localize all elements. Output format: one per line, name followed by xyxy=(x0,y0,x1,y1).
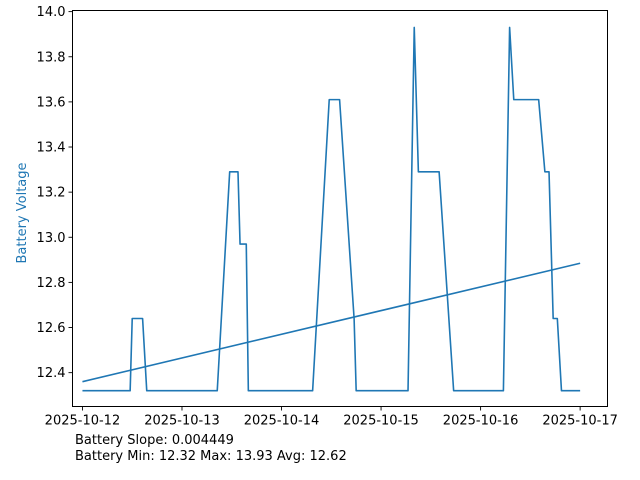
x-axis: 2025-10-12 2025-10-13 2025-10-14 2025-10-15… xyxy=(45,406,618,429)
battery-voltage-line xyxy=(82,26,581,392)
y-axis-label: Battery Voltage xyxy=(15,162,30,263)
plot-area-frame xyxy=(72,10,608,407)
y-tick-label: 12.4 xyxy=(37,366,66,381)
battery-minmax-text: Battery Min: 12.32 Max: 13.93 Avg: 12.62 xyxy=(75,449,347,464)
x-tick-label: 2025-10-17 xyxy=(542,414,618,429)
y-axis: 12.4 12.6 12.8 13.0 13.2 13.4 13.6 13.8 14.0 xyxy=(37,5,73,381)
y-tick-label: 13.4 xyxy=(37,141,66,156)
x-tick-label: 2025-10-13 xyxy=(144,414,220,429)
y-tick-label: 12.8 xyxy=(37,276,66,291)
x-tick-label: 2025-10-14 xyxy=(244,414,320,429)
x-tick-label: 2025-10-15 xyxy=(343,414,419,429)
y-tick-label: 14.0 xyxy=(37,5,66,20)
y-tick-label: 13.0 xyxy=(37,231,66,246)
x-tick-label: 2025-10-16 xyxy=(443,414,519,429)
y-tick-label: 13.2 xyxy=(37,186,66,201)
x-tick-label: 2025-10-12 xyxy=(45,414,121,429)
plot-lines xyxy=(82,26,581,392)
y-tick-label: 13.6 xyxy=(37,95,66,110)
battery-trend-line xyxy=(82,262,581,383)
y-tick-label: 13.8 xyxy=(37,50,66,65)
y-tick-label: 12.6 xyxy=(37,321,66,336)
battery-slope-text: Battery Slope: 0.004449 xyxy=(75,433,234,448)
